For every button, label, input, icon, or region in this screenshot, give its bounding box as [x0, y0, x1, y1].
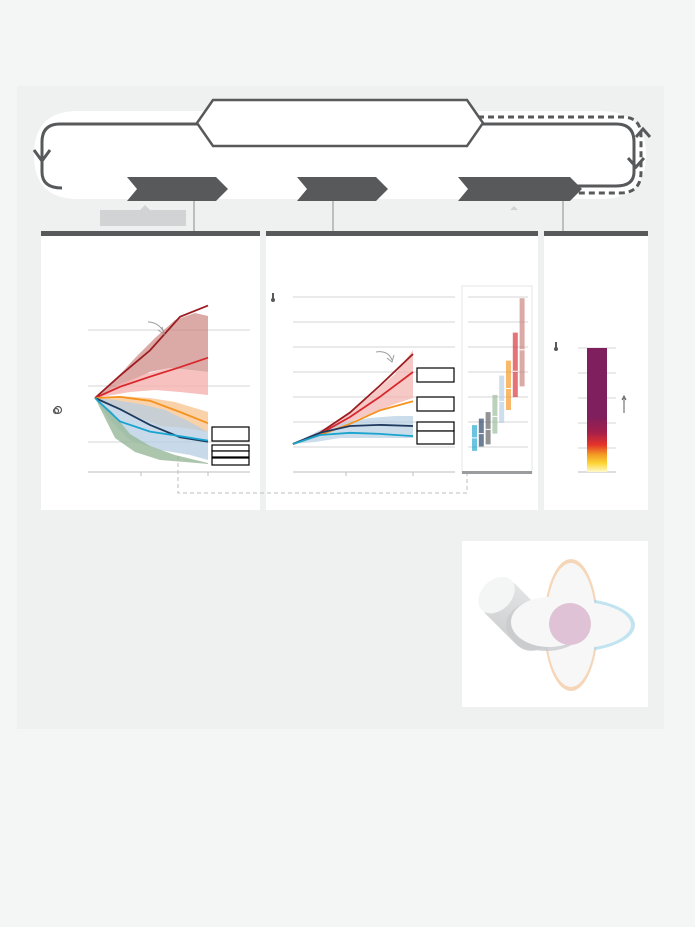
middle-bands — [293, 350, 413, 444]
middle-series-line-5 — [292, 431, 414, 445]
range-bar-4 — [492, 394, 498, 434]
range-bars — [472, 298, 525, 451]
middle-lines — [292, 353, 414, 445]
band-dark-red — [95, 313, 208, 398]
band-pink — [95, 368, 208, 398]
band-pink-mid — [293, 350, 413, 444]
left-x-ticks — [140, 472, 209, 476]
range-bar-6 — [506, 360, 511, 410]
left-legend-box-2 — [211, 444, 250, 452]
callout-arrow-icon — [375, 351, 393, 361]
arrow-up-icon — [621, 394, 627, 413]
right-chart — [554, 342, 627, 473]
band-blue — [95, 398, 208, 460]
warming-bar — [587, 348, 607, 472]
middle-legend — [416, 367, 455, 445]
range-bar-7 — [512, 332, 518, 398]
tooltip-left — [100, 205, 186, 226]
middle-legend-box-4 — [416, 430, 455, 445]
co2-icon — [52, 405, 63, 415]
left-legend-box-3 — [211, 450, 250, 458]
middle-legend-box-3 — [416, 421, 455, 432]
range-bar-2 — [478, 418, 484, 447]
left-series-line-2 — [94, 356, 209, 399]
chevron-1 — [127, 177, 228, 201]
chevron-2 — [297, 177, 388, 201]
range-chart — [461, 285, 533, 474]
left-series-line-4 — [94, 397, 209, 443]
left-chart — [52, 304, 250, 476]
band-green — [95, 398, 208, 464]
left-series-line-3 — [94, 395, 209, 425]
connectors — [193, 201, 564, 232]
range-bar-3 — [485, 412, 491, 445]
left-legend — [211, 426, 250, 466]
left-bands — [95, 313, 208, 464]
venn-diagram — [462, 541, 648, 707]
middle-legend-box-2 — [416, 396, 455, 412]
middle-legend-box-1 — [416, 367, 455, 383]
top-box — [195, 98, 485, 148]
left-series-line-1 — [94, 304, 209, 399]
left-lines — [94, 304, 209, 443]
arrow-up-icon — [634, 126, 652, 138]
thermometer-icon — [554, 342, 558, 351]
middle-x-ticks — [345, 472, 414, 476]
venn-center — [549, 603, 591, 645]
tooltip-right-pointer — [510, 206, 518, 210]
chevron-3 — [458, 177, 582, 201]
dashed-connector — [177, 456, 468, 494]
left-series-line-5 — [94, 397, 209, 442]
middle-series-line-4 — [292, 423, 414, 445]
thermometer-icon — [271, 293, 275, 302]
arrow-down-icon — [626, 157, 646, 170]
middle-chart — [271, 285, 533, 476]
range-bar-8 — [519, 298, 525, 387]
band-blue-mid — [293, 416, 413, 444]
left-legend-box-4 — [211, 457, 250, 466]
left-legend-box-1 — [211, 426, 250, 442]
range-bar-5 — [499, 375, 505, 423]
